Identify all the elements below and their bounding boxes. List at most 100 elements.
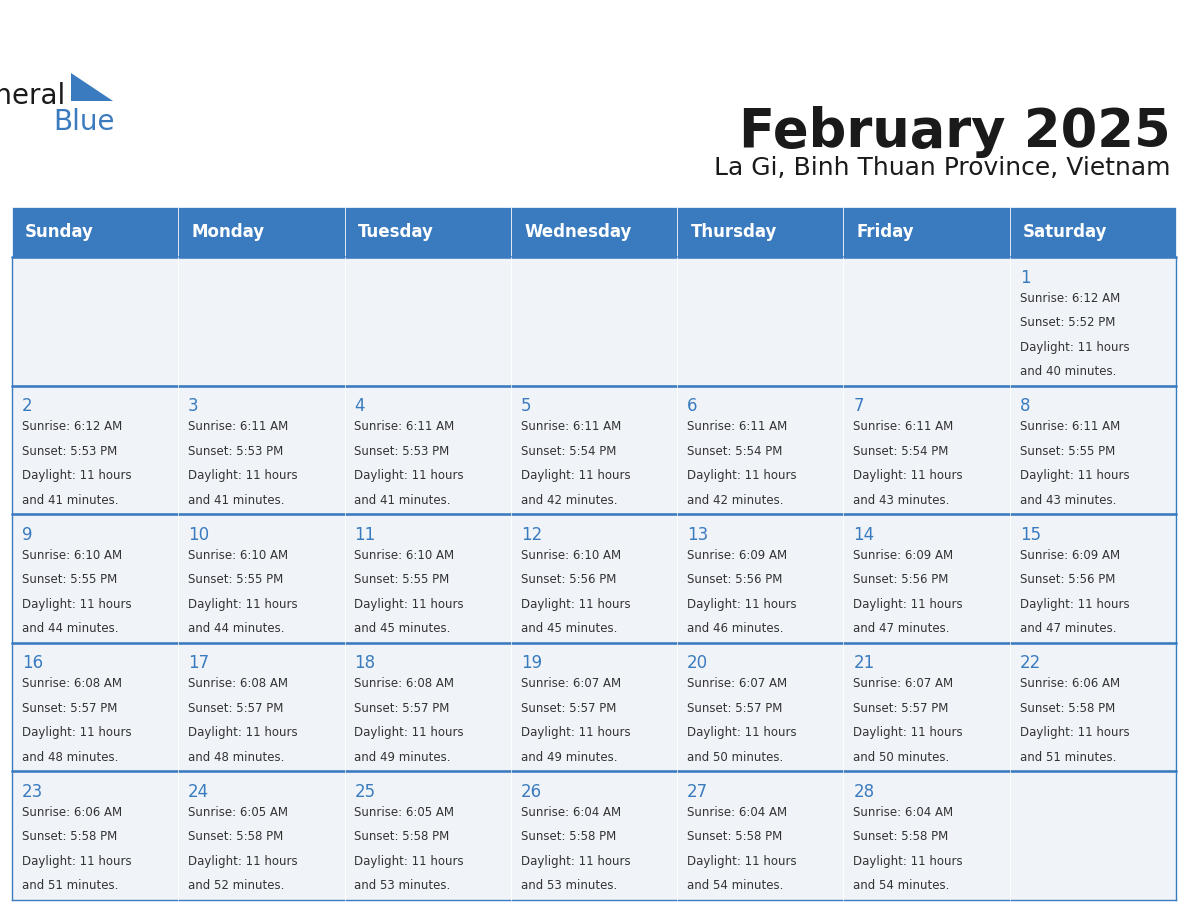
Text: Sunrise: 6:05 AM: Sunrise: 6:05 AM <box>354 806 455 819</box>
Text: Daylight: 11 hours: Daylight: 11 hours <box>21 598 132 610</box>
Text: 22: 22 <box>1019 655 1041 672</box>
Text: 17: 17 <box>188 655 209 672</box>
Text: Sunset: 5:57 PM: Sunset: 5:57 PM <box>853 701 949 715</box>
Bar <box>843 514 1010 643</box>
Bar <box>511 257 677 386</box>
Text: 21: 21 <box>853 655 874 672</box>
Text: Tuesday: Tuesday <box>358 223 434 241</box>
Text: Daylight: 11 hours: Daylight: 11 hours <box>1019 341 1130 353</box>
Bar <box>12 771 178 900</box>
Text: 20: 20 <box>687 655 708 672</box>
Text: Daylight: 11 hours: Daylight: 11 hours <box>853 598 963 610</box>
Text: Daylight: 11 hours: Daylight: 11 hours <box>188 469 298 482</box>
Bar <box>1010 207 1176 257</box>
Text: 8: 8 <box>1019 397 1030 415</box>
Text: and 49 minutes.: and 49 minutes. <box>520 751 618 764</box>
Text: Sunrise: 6:11 AM: Sunrise: 6:11 AM <box>188 420 289 433</box>
Text: and 49 minutes.: and 49 minutes. <box>354 751 451 764</box>
Text: and 53 minutes.: and 53 minutes. <box>520 879 617 892</box>
Text: and 47 minutes.: and 47 minutes. <box>853 622 950 635</box>
Text: Sunrise: 6:10 AM: Sunrise: 6:10 AM <box>21 549 122 562</box>
Text: Sunrise: 6:05 AM: Sunrise: 6:05 AM <box>188 806 289 819</box>
Text: Sunset: 5:58 PM: Sunset: 5:58 PM <box>21 830 118 844</box>
Text: Sunrise: 6:08 AM: Sunrise: 6:08 AM <box>354 677 455 690</box>
Text: Sunset: 5:53 PM: Sunset: 5:53 PM <box>354 444 450 458</box>
Text: Sunset: 5:55 PM: Sunset: 5:55 PM <box>354 573 450 587</box>
Text: Daylight: 11 hours: Daylight: 11 hours <box>21 726 132 739</box>
Text: Sunrise: 6:08 AM: Sunrise: 6:08 AM <box>188 677 289 690</box>
Text: Thursday: Thursday <box>690 223 777 241</box>
Text: Daylight: 11 hours: Daylight: 11 hours <box>687 855 797 868</box>
Text: Sunday: Sunday <box>25 223 94 241</box>
Text: 25: 25 <box>354 783 375 800</box>
Bar <box>345 207 511 257</box>
Text: Sunrise: 6:09 AM: Sunrise: 6:09 AM <box>1019 549 1120 562</box>
Text: 11: 11 <box>354 526 375 543</box>
Bar <box>345 514 511 643</box>
Bar <box>178 207 345 257</box>
Text: Daylight: 11 hours: Daylight: 11 hours <box>520 726 631 739</box>
Text: Sunrise: 6:10 AM: Sunrise: 6:10 AM <box>354 549 455 562</box>
Text: and 42 minutes.: and 42 minutes. <box>520 494 618 507</box>
Bar <box>345 643 511 771</box>
Bar <box>677 386 843 514</box>
Text: Monday: Monday <box>191 223 265 241</box>
Bar <box>345 386 511 514</box>
Bar <box>843 207 1010 257</box>
Text: Daylight: 11 hours: Daylight: 11 hours <box>21 469 132 482</box>
Text: Sunset: 5:56 PM: Sunset: 5:56 PM <box>520 573 617 587</box>
Bar <box>178 257 345 386</box>
Text: Sunset: 5:54 PM: Sunset: 5:54 PM <box>687 444 783 458</box>
Text: 23: 23 <box>21 783 43 800</box>
Text: and 40 minutes.: and 40 minutes. <box>1019 365 1117 378</box>
Bar <box>511 514 677 643</box>
Text: 13: 13 <box>687 526 708 543</box>
Bar <box>178 386 345 514</box>
Text: 10: 10 <box>188 526 209 543</box>
Text: Sunrise: 6:09 AM: Sunrise: 6:09 AM <box>853 549 954 562</box>
Bar <box>1010 514 1176 643</box>
Text: and 43 minutes.: and 43 minutes. <box>1019 494 1117 507</box>
Text: 27: 27 <box>687 783 708 800</box>
Text: Sunset: 5:57 PM: Sunset: 5:57 PM <box>354 701 450 715</box>
Text: Sunrise: 6:12 AM: Sunrise: 6:12 AM <box>21 420 122 433</box>
Text: Sunset: 5:58 PM: Sunset: 5:58 PM <box>1019 701 1116 715</box>
Text: Sunset: 5:52 PM: Sunset: 5:52 PM <box>1019 316 1116 330</box>
Bar <box>1010 643 1176 771</box>
Text: and 47 minutes.: and 47 minutes. <box>1019 622 1117 635</box>
Text: and 50 minutes.: and 50 minutes. <box>687 751 783 764</box>
Bar <box>178 771 345 900</box>
Text: Sunrise: 6:07 AM: Sunrise: 6:07 AM <box>853 677 954 690</box>
Text: Daylight: 11 hours: Daylight: 11 hours <box>687 469 797 482</box>
Text: Sunset: 5:58 PM: Sunset: 5:58 PM <box>354 830 450 844</box>
Bar <box>12 386 178 514</box>
Text: and 45 minutes.: and 45 minutes. <box>520 622 618 635</box>
Bar <box>677 207 843 257</box>
Bar <box>677 257 843 386</box>
Text: Sunrise: 6:04 AM: Sunrise: 6:04 AM <box>520 806 621 819</box>
Text: 3: 3 <box>188 397 198 415</box>
Bar <box>677 643 843 771</box>
Text: 5: 5 <box>520 397 531 415</box>
Text: Sunset: 5:57 PM: Sunset: 5:57 PM <box>687 701 783 715</box>
Text: 14: 14 <box>853 526 874 543</box>
Text: Sunset: 5:55 PM: Sunset: 5:55 PM <box>188 573 284 587</box>
Text: 9: 9 <box>21 526 32 543</box>
Bar <box>345 257 511 386</box>
Text: La Gi, Binh Thuan Province, Vietnam: La Gi, Binh Thuan Province, Vietnam <box>714 156 1170 180</box>
Text: 7: 7 <box>853 397 864 415</box>
Text: and 53 minutes.: and 53 minutes. <box>354 879 450 892</box>
Polygon shape <box>71 73 113 101</box>
Text: Sunset: 5:58 PM: Sunset: 5:58 PM <box>188 830 284 844</box>
Text: Daylight: 11 hours: Daylight: 11 hours <box>354 726 465 739</box>
Text: Daylight: 11 hours: Daylight: 11 hours <box>188 598 298 610</box>
Bar <box>12 514 178 643</box>
Text: 16: 16 <box>21 655 43 672</box>
Text: and 48 minutes.: and 48 minutes. <box>21 751 119 764</box>
Text: Sunrise: 6:06 AM: Sunrise: 6:06 AM <box>1019 677 1120 690</box>
Text: Sunrise: 6:10 AM: Sunrise: 6:10 AM <box>188 549 289 562</box>
Text: Sunset: 5:53 PM: Sunset: 5:53 PM <box>21 444 118 458</box>
Text: Sunrise: 6:11 AM: Sunrise: 6:11 AM <box>354 420 455 433</box>
Text: Friday: Friday <box>857 223 915 241</box>
Text: and 46 minutes.: and 46 minutes. <box>687 622 784 635</box>
